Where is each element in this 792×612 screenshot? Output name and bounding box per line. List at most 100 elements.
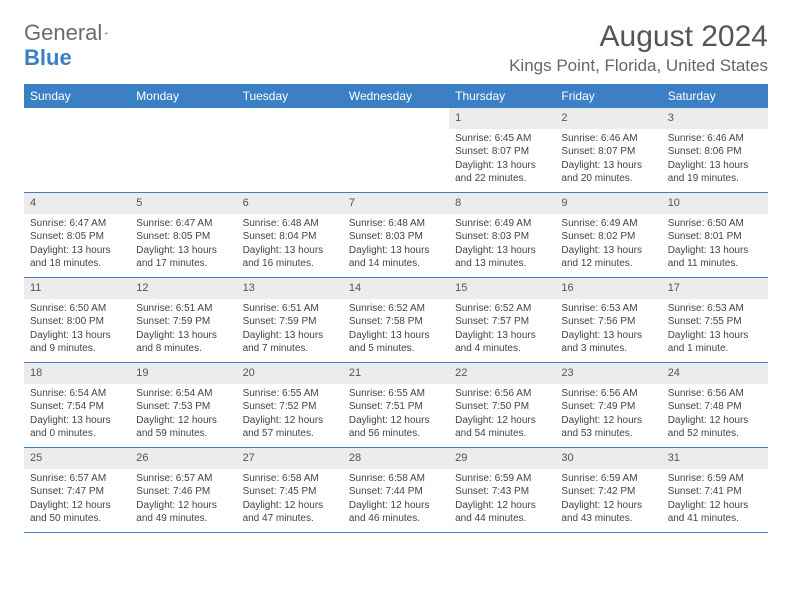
sunset-text: Sunset: 8:03 PM	[455, 230, 549, 244]
day-body: Sunrise: 6:56 AMSunset: 7:50 PMDaylight:…	[449, 384, 555, 447]
day-body: Sunrise: 6:55 AMSunset: 7:52 PMDaylight:…	[237, 384, 343, 447]
day-cell: 3Sunrise: 6:46 AMSunset: 8:06 PMDaylight…	[662, 108, 768, 192]
day-number: 26	[130, 448, 236, 469]
day-number: 7	[343, 193, 449, 214]
day-cell: 30Sunrise: 6:59 AMSunset: 7:42 PMDayligh…	[555, 448, 661, 532]
day-cell: 31Sunrise: 6:59 AMSunset: 7:41 PMDayligh…	[662, 448, 768, 532]
day-body: Sunrise: 6:58 AMSunset: 7:45 PMDaylight:…	[237, 469, 343, 532]
sunset-text: Sunset: 7:51 PM	[349, 400, 443, 414]
weekday-row: SundayMondayTuesdayWednesdayThursdayFrid…	[24, 84, 768, 108]
day-number: 22	[449, 363, 555, 384]
sunrise-text: Sunrise: 6:49 AM	[561, 217, 655, 231]
sunset-text: Sunset: 7:42 PM	[561, 485, 655, 499]
day-cell: 16Sunrise: 6:53 AMSunset: 7:56 PMDayligh…	[555, 278, 661, 362]
logo-line2: Blue	[24, 45, 72, 71]
daylight-text: Daylight: 13 hours and 17 minutes.	[136, 244, 230, 271]
day-cell: 6Sunrise: 6:48 AMSunset: 8:04 PMDaylight…	[237, 193, 343, 277]
weekday-header: Thursday	[449, 84, 555, 108]
weekday-header: Saturday	[662, 84, 768, 108]
sunset-text: Sunset: 7:52 PM	[243, 400, 337, 414]
sunset-text: Sunset: 7:45 PM	[243, 485, 337, 499]
day-cell: 21Sunrise: 6:55 AMSunset: 7:51 PMDayligh…	[343, 363, 449, 447]
day-number: 30	[555, 448, 661, 469]
sunrise-text: Sunrise: 6:46 AM	[561, 132, 655, 146]
day-body: Sunrise: 6:51 AMSunset: 7:59 PMDaylight:…	[237, 299, 343, 362]
sunrise-text: Sunrise: 6:57 AM	[30, 472, 124, 486]
day-body: Sunrise: 6:57 AMSunset: 7:46 PMDaylight:…	[130, 469, 236, 532]
day-number: 8	[449, 193, 555, 214]
sunset-text: Sunset: 7:55 PM	[668, 315, 762, 329]
sunrise-text: Sunrise: 6:52 AM	[349, 302, 443, 316]
day-cell	[343, 108, 449, 192]
weekday-header: Friday	[555, 84, 661, 108]
sunset-text: Sunset: 7:58 PM	[349, 315, 443, 329]
daylight-text: Daylight: 12 hours and 43 minutes.	[561, 499, 655, 526]
daylight-text: Daylight: 13 hours and 19 minutes.	[668, 159, 762, 186]
location: Kings Point, Florida, United States	[509, 56, 768, 76]
sunrise-text: Sunrise: 6:55 AM	[243, 387, 337, 401]
sunset-text: Sunset: 7:47 PM	[30, 485, 124, 499]
day-cell: 1Sunrise: 6:45 AMSunset: 8:07 PMDaylight…	[449, 108, 555, 192]
day-number: 5	[130, 193, 236, 214]
day-body: Sunrise: 6:51 AMSunset: 7:59 PMDaylight:…	[130, 299, 236, 362]
sunrise-text: Sunrise: 6:52 AM	[455, 302, 549, 316]
week-row: 1Sunrise: 6:45 AMSunset: 8:07 PMDaylight…	[24, 108, 768, 193]
day-number: 25	[24, 448, 130, 469]
sunset-text: Sunset: 7:41 PM	[668, 485, 762, 499]
day-cell: 26Sunrise: 6:57 AMSunset: 7:46 PMDayligh…	[130, 448, 236, 532]
day-body: Sunrise: 6:58 AMSunset: 7:44 PMDaylight:…	[343, 469, 449, 532]
daylight-text: Daylight: 13 hours and 12 minutes.	[561, 244, 655, 271]
sunrise-text: Sunrise: 6:48 AM	[349, 217, 443, 231]
day-body: Sunrise: 6:46 AMSunset: 8:07 PMDaylight:…	[555, 129, 661, 192]
sunrise-text: Sunrise: 6:47 AM	[136, 217, 230, 231]
day-number: 11	[24, 278, 130, 299]
day-cell	[237, 108, 343, 192]
sunset-text: Sunset: 7:54 PM	[30, 400, 124, 414]
sunset-text: Sunset: 7:57 PM	[455, 315, 549, 329]
day-number	[130, 108, 236, 129]
day-cell: 14Sunrise: 6:52 AMSunset: 7:58 PMDayligh…	[343, 278, 449, 362]
day-number: 9	[555, 193, 661, 214]
sunset-text: Sunset: 7:43 PM	[455, 485, 549, 499]
logo: General	[24, 20, 124, 46]
sunset-text: Sunset: 8:05 PM	[136, 230, 230, 244]
sunrise-text: Sunrise: 6:50 AM	[668, 217, 762, 231]
sunset-text: Sunset: 7:44 PM	[349, 485, 443, 499]
day-number: 19	[130, 363, 236, 384]
day-cell: 13Sunrise: 6:51 AMSunset: 7:59 PMDayligh…	[237, 278, 343, 362]
day-body: Sunrise: 6:59 AMSunset: 7:42 PMDaylight:…	[555, 469, 661, 532]
sunrise-text: Sunrise: 6:48 AM	[243, 217, 337, 231]
daylight-text: Daylight: 13 hours and 22 minutes.	[455, 159, 549, 186]
daylight-text: Daylight: 13 hours and 1 minute.	[668, 329, 762, 356]
daylight-text: Daylight: 13 hours and 18 minutes.	[30, 244, 124, 271]
day-body: Sunrise: 6:47 AMSunset: 8:05 PMDaylight:…	[24, 214, 130, 277]
sunset-text: Sunset: 8:01 PM	[668, 230, 762, 244]
day-number: 29	[449, 448, 555, 469]
day-number: 3	[662, 108, 768, 129]
day-number: 2	[555, 108, 661, 129]
day-cell: 5 Sunrise: 6:47 AMSunset: 8:05 PMDaylight…	[130, 193, 236, 277]
day-cell: 27Sunrise: 6:58 AMSunset: 7:45 PMDayligh…	[237, 448, 343, 532]
day-cell: 10Sunrise: 6:50 AMSunset: 8:01 PMDayligh…	[662, 193, 768, 277]
sunrise-text: Sunrise: 6:53 AM	[668, 302, 762, 316]
day-number	[237, 108, 343, 129]
day-number: 28	[343, 448, 449, 469]
daylight-text: Daylight: 13 hours and 9 minutes.	[30, 329, 124, 356]
weekday-header: Sunday	[24, 84, 130, 108]
sunset-text: Sunset: 7:53 PM	[136, 400, 230, 414]
day-cell: 18Sunrise: 6:54 AMSunset: 7:54 PMDayligh…	[24, 363, 130, 447]
day-number: 17	[662, 278, 768, 299]
sunset-text: Sunset: 8:07 PM	[455, 145, 549, 159]
weeks-container: 1Sunrise: 6:45 AMSunset: 8:07 PMDaylight…	[24, 108, 768, 533]
day-number: 31	[662, 448, 768, 469]
weekday-header: Tuesday	[237, 84, 343, 108]
day-body: Sunrise: 6:53 AMSunset: 7:55 PMDaylight:…	[662, 299, 768, 362]
day-cell: 22Sunrise: 6:56 AMSunset: 7:50 PMDayligh…	[449, 363, 555, 447]
sunset-text: Sunset: 8:00 PM	[30, 315, 124, 329]
week-row: 18Sunrise: 6:54 AMSunset: 7:54 PMDayligh…	[24, 363, 768, 448]
day-cell: 11Sunrise: 6:50 AMSunset: 8:00 PMDayligh…	[24, 278, 130, 362]
day-number: 1	[449, 108, 555, 129]
daylight-text: Daylight: 13 hours and 13 minutes.	[455, 244, 549, 271]
sunrise-text: Sunrise: 6:53 AM	[561, 302, 655, 316]
header: General August 2024 Kings Point, Florida…	[24, 20, 768, 76]
